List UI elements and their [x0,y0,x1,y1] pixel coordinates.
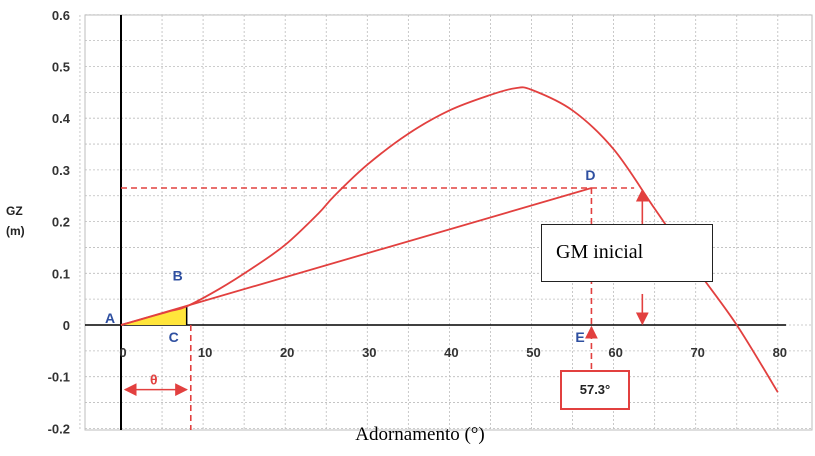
tangent-line [120,187,592,326]
point-label-c: C [169,329,179,345]
grid-lines [79,14,813,431]
tick-labels: 0 10 20 30 40 50 60 70 80 -0.2 -0.1 0 0.1 0.2 0.3 0.4 0.… [48,8,787,437]
y-tick-1: -0.1 [48,370,70,385]
y-tick-3: 0.1 [52,266,70,281]
plot-frame [84,14,813,431]
axes [85,15,787,430]
y-tick-6: 0.4 [52,111,71,126]
x-tick-60: 60 [608,345,622,360]
point-label-b: B [173,267,183,283]
point-labels: A B C D E [105,167,596,345]
y-axis-label-unit: (m) [6,224,25,238]
gm-inicial-box: GM inicial [541,224,713,282]
angle-57-3-box: 57.3° [560,370,630,410]
y-tick-0: -0.2 [48,421,70,436]
theta-label: θ [150,372,158,388]
x-axis-label: Adornamento (°) [355,424,485,445]
y-tick-7: 0.5 [52,60,70,75]
x-tick-20: 20 [280,345,294,360]
x-tick-50: 50 [526,345,540,360]
x-tick-70: 70 [690,345,704,360]
x-tick-30: 30 [362,345,376,360]
point-label-a: A [105,310,115,326]
y-tick-5: 0.3 [52,163,70,178]
x-tick-0: 0 [119,345,126,360]
x-tick-40: 40 [444,345,458,360]
y-tick-4: 0.2 [52,215,70,230]
point-label-e: E [575,329,584,345]
point-label-d: D [585,167,595,183]
x-tick-10: 10 [198,345,212,360]
x-tick-80: 80 [773,345,787,360]
y-tick-2: 0 [63,318,70,333]
y-tick-8: 0.6 [52,8,70,23]
y-axis-label-gz: GZ [6,204,23,218]
